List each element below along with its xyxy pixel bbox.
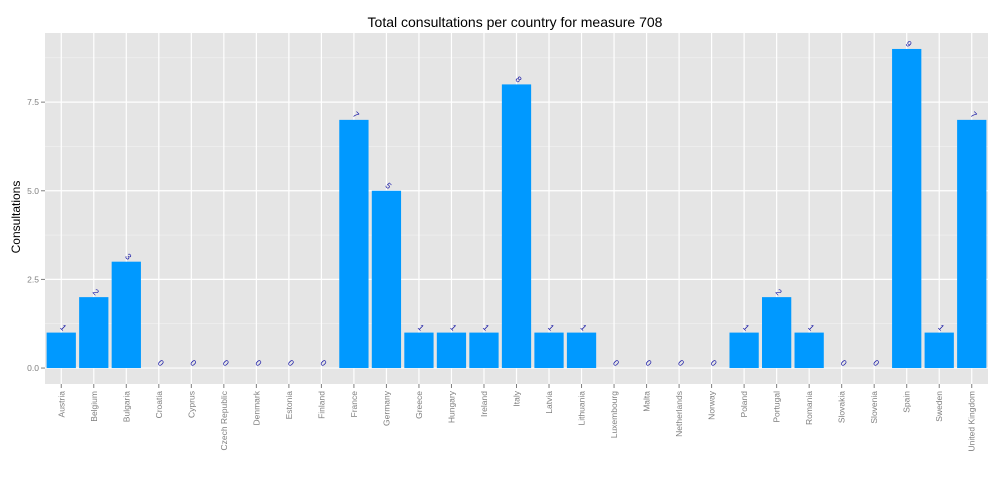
bar [436, 332, 467, 369]
data-label: 3 [123, 251, 134, 262]
x-tick-label: Finland [316, 391, 326, 419]
data-label: 7 [351, 110, 362, 121]
bar [924, 332, 954, 369]
bar [762, 297, 792, 369]
data-label: 7 [969, 110, 980, 121]
x-tick-label: Lithuania [577, 391, 587, 426]
x-tick-label: Bulgaria [121, 391, 131, 422]
x-tick-label: Sweden [934, 391, 944, 422]
bar [469, 332, 499, 369]
data-label: 5 [383, 180, 394, 191]
data-label: 1 [58, 322, 69, 333]
x-tick-label: Estonia [284, 391, 294, 420]
data-label: 2 [91, 287, 102, 298]
data-label: 0 [709, 358, 720, 369]
data-label: 0 [643, 358, 654, 369]
data-label: 0 [871, 358, 882, 369]
y-tick-label: 7.5 [27, 97, 39, 107]
data-label: 1 [416, 322, 427, 333]
data-label: 2 [774, 287, 785, 298]
data-label: 0 [318, 358, 329, 369]
bar [957, 119, 987, 369]
data-label: 9 [904, 39, 915, 50]
y-tick-label: 0.0 [27, 363, 39, 373]
bar [501, 84, 532, 369]
data-label: 0 [839, 358, 850, 369]
data-label: 1 [806, 322, 817, 333]
x-tick-label: Czech Republic [219, 390, 229, 450]
data-label: 0 [188, 358, 199, 369]
x-tick-label: Slovenia [869, 391, 879, 424]
x-tick-label: Greece [414, 391, 424, 419]
bar [339, 119, 369, 369]
data-label: 1 [741, 322, 752, 333]
x-tick-label: Poland [739, 391, 749, 418]
bar [371, 190, 402, 369]
bar [794, 332, 824, 369]
x-tick-label: Netherlands [674, 391, 684, 437]
x-tick-label: Austria [56, 391, 66, 418]
x-tick-label: Spain [902, 391, 912, 413]
data-label: 1 [481, 322, 492, 333]
data-label: 8 [513, 74, 524, 85]
x-tick-label: Ireland [479, 391, 489, 417]
data-label: 1 [546, 322, 557, 333]
bar [534, 332, 564, 369]
y-tick-label: 5.0 [27, 186, 39, 196]
x-tick-label: Croatia [154, 391, 164, 419]
data-label: 0 [221, 358, 232, 369]
x-tick-label: Slovakia [837, 391, 847, 423]
chart-title: Total consultations per country for meas… [367, 14, 663, 30]
x-tick-label: Hungary [446, 390, 456, 423]
x-tick-label: Denmark [251, 390, 261, 425]
data-label: 1 [578, 322, 589, 333]
data-label: 0 [156, 358, 167, 369]
x-tick-label: France [349, 391, 359, 418]
x-tick-label: Belgium [89, 391, 99, 422]
x-tick-label: Norway [707, 390, 717, 420]
x-tick-label: Malta [642, 391, 652, 412]
x-tick-label: Cyprus [186, 391, 196, 418]
bar [404, 332, 434, 369]
y-tick-label: 2.5 [27, 274, 39, 284]
data-label: 1 [448, 322, 459, 333]
bar [79, 297, 109, 369]
x-tick-label: United Kingdom [967, 391, 977, 451]
x-tick-label: Portugal [772, 391, 782, 423]
bar [46, 332, 76, 369]
x-tick-label: Latvia [544, 391, 554, 414]
x-tick-label: Germany [381, 390, 391, 426]
bar [111, 261, 141, 369]
x-tick-label: Luxembourg [609, 391, 619, 439]
data-label: 0 [611, 358, 622, 369]
data-label: 0 [253, 358, 264, 369]
bar [892, 48, 922, 369]
data-label: 0 [286, 358, 297, 369]
data-label: 0 [676, 358, 687, 369]
data-label: 1 [936, 322, 947, 333]
x-tick-label: Italy [512, 390, 522, 406]
bar [729, 332, 759, 369]
bar [566, 332, 597, 369]
x-tick-label: Romania [804, 391, 814, 425]
